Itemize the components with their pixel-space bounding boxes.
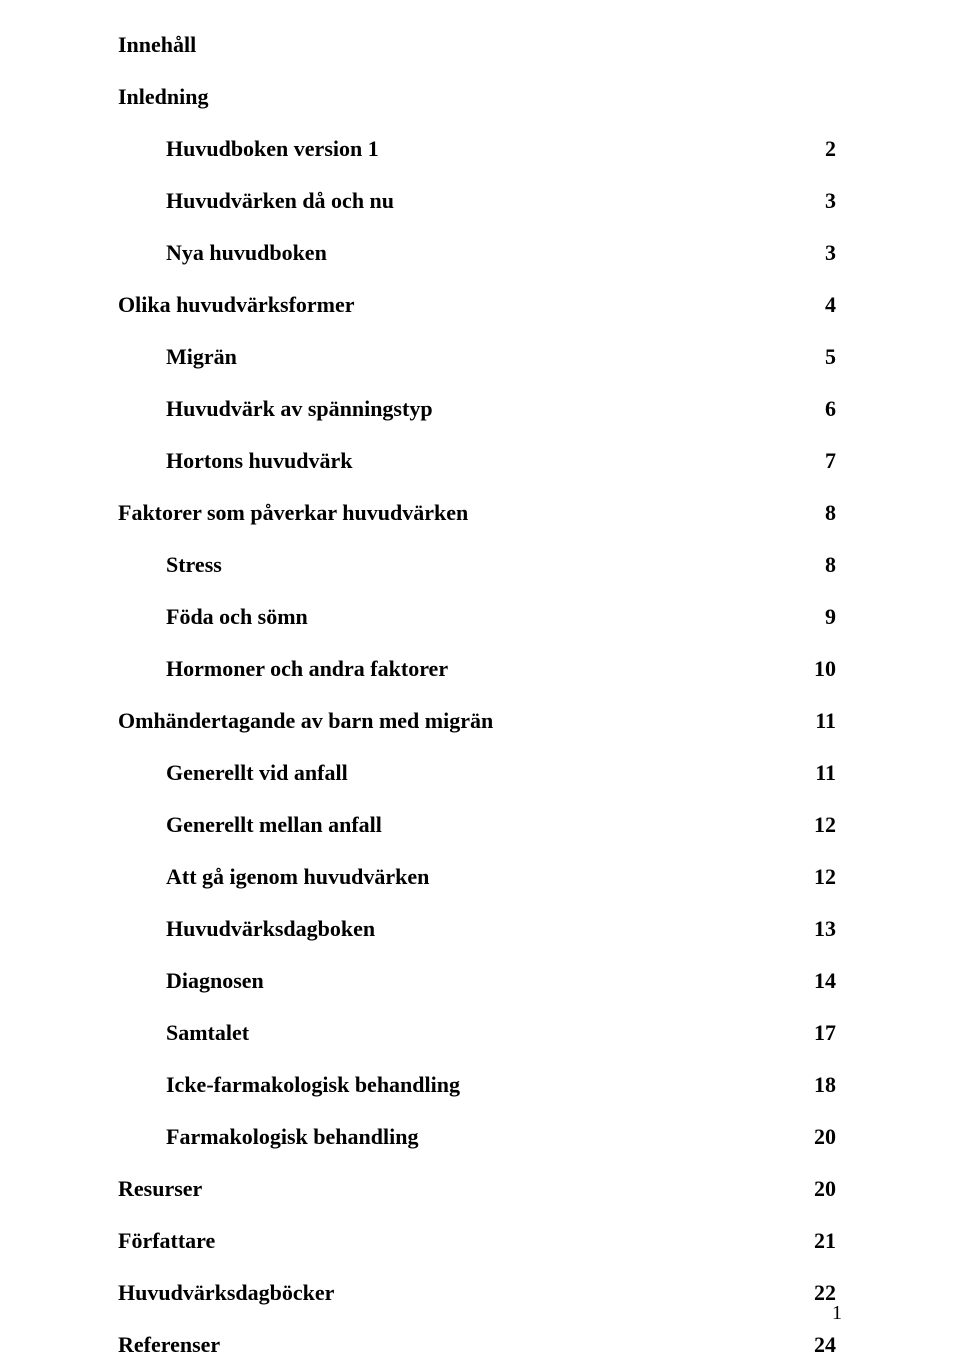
toc-row: Huvudboken version 12 bbox=[166, 138, 842, 160]
toc-row: Hormoner och andra faktorer10 bbox=[166, 658, 842, 680]
toc-entry-page: 17 bbox=[782, 1022, 842, 1044]
toc-entry-label: Huvudvärk av spänningstyp bbox=[166, 398, 782, 420]
toc-entry-label: Samtalet bbox=[166, 1022, 782, 1044]
toc-row: Faktorer som påverkar huvudvärken8 bbox=[118, 502, 842, 524]
toc-entry-page: 8 bbox=[782, 554, 842, 576]
toc-entry-page: 11 bbox=[782, 762, 842, 784]
toc-entry-page: 20 bbox=[782, 1126, 842, 1148]
toc-entry-page: 12 bbox=[782, 814, 842, 836]
toc-row: Farmakologisk behandling20 bbox=[166, 1126, 842, 1148]
toc-entry-page: 2 bbox=[782, 138, 842, 160]
toc-entry-label: Inledning bbox=[118, 86, 842, 108]
toc-entry-page: 10 bbox=[782, 658, 842, 680]
toc-entry-page: 9 bbox=[782, 606, 842, 628]
toc-entry-label: Diagnosen bbox=[166, 970, 782, 992]
toc-row: Referenser24 bbox=[118, 1334, 842, 1356]
toc-title-row: Innehåll bbox=[118, 34, 842, 56]
toc-entry-page: 7 bbox=[782, 450, 842, 472]
toc-entry-label: Nya huvudboken bbox=[166, 242, 782, 264]
toc-entry-label: Migrän bbox=[166, 346, 782, 368]
toc-entry-label: Författare bbox=[118, 1230, 782, 1252]
toc-entry-label: Hormoner och andra faktorer bbox=[166, 658, 782, 680]
toc-entry-page: 3 bbox=[782, 190, 842, 212]
toc-entry-label: Huvudvärksdagboken bbox=[166, 918, 782, 940]
toc-entry-label: Generellt mellan anfall bbox=[166, 814, 782, 836]
footer-page-number: 1 bbox=[832, 1302, 842, 1325]
toc-entry-label: Huvudboken version 1 bbox=[166, 138, 782, 160]
toc-entry-page: 3 bbox=[782, 242, 842, 264]
toc-entry-label: Generellt vid anfall bbox=[166, 762, 782, 784]
toc-row: Migrän5 bbox=[166, 346, 842, 368]
toc-entry-page: 11 bbox=[782, 710, 842, 732]
toc-entry-label: Föda och sömn bbox=[166, 606, 782, 628]
toc-row: Huvudvärksdagböcker22 bbox=[118, 1282, 842, 1304]
toc-entry-page: 24 bbox=[782, 1334, 842, 1356]
toc-entry-label: Icke-farmakologisk behandling bbox=[166, 1074, 782, 1096]
toc-entry-page: 6 bbox=[782, 398, 842, 420]
toc-row: Hortons huvudvärk7 bbox=[166, 450, 842, 472]
toc-entry-page: 14 bbox=[782, 970, 842, 992]
toc-entry-page: 21 bbox=[782, 1230, 842, 1252]
toc-entry-label: Att gå igenom huvudvärken bbox=[166, 866, 782, 888]
toc-entry-label: Omhändertagande av barn med migrän bbox=[118, 710, 782, 732]
toc-entry-label: Referenser bbox=[118, 1334, 782, 1356]
page-container: Innehåll InledningHuvudboken version 12H… bbox=[0, 0, 960, 1356]
toc-row: Olika huvudvärksformer4 bbox=[118, 294, 842, 316]
toc-row: Inledning bbox=[118, 86, 842, 108]
toc-row: Stress8 bbox=[166, 554, 842, 576]
toc-entry-label: Faktorer som påverkar huvudvärken bbox=[118, 502, 782, 524]
toc-row: Icke-farmakologisk behandling18 bbox=[166, 1074, 842, 1096]
toc-row: Samtalet17 bbox=[166, 1022, 842, 1044]
toc-row: Huvudvärksdagboken13 bbox=[166, 918, 842, 940]
toc-entry-page: 22 bbox=[782, 1282, 842, 1304]
toc-row: Föda och sömn9 bbox=[166, 606, 842, 628]
toc-entry-label: Hortons huvudvärk bbox=[166, 450, 782, 472]
toc-row: Huvudvärk av spänningstyp6 bbox=[166, 398, 842, 420]
toc-entry-label: Huvudvärksdagböcker bbox=[118, 1282, 782, 1304]
toc-entry-page: 20 bbox=[782, 1178, 842, 1200]
toc-entry-label: Olika huvudvärksformer bbox=[118, 294, 782, 316]
toc-entry-page: 8 bbox=[782, 502, 842, 524]
toc-entry-page: 13 bbox=[782, 918, 842, 940]
toc-entry-page: 4 bbox=[782, 294, 842, 316]
toc-row: Omhändertagande av barn med migrän11 bbox=[118, 710, 842, 732]
toc-title: Innehåll bbox=[118, 34, 842, 56]
toc-entry-page: 5 bbox=[782, 346, 842, 368]
toc-list: Inledning Huvudboken version 12 Huvudvärke… bbox=[118, 86, 842, 1356]
toc-entry-page: 18 bbox=[782, 1074, 842, 1096]
toc-entry-label: Resurser bbox=[118, 1178, 782, 1200]
toc-row: Huvudvärken då och nu3 bbox=[166, 190, 842, 212]
toc-row: Resurser20 bbox=[118, 1178, 842, 1200]
toc-entry-label: Stress bbox=[166, 554, 782, 576]
toc-row: Generellt mellan anfall12 bbox=[166, 814, 842, 836]
toc-entry-page: 12 bbox=[782, 866, 842, 888]
toc-row: Diagnosen14 bbox=[166, 970, 842, 992]
toc-entry-label: Farmakologisk behandling bbox=[166, 1126, 782, 1148]
toc-entry-label: Huvudvärken då och nu bbox=[166, 190, 782, 212]
toc-row: Nya huvudboken3 bbox=[166, 242, 842, 264]
toc-row: Generellt vid anfall11 bbox=[166, 762, 842, 784]
toc-row: Att gå igenom huvudvärken12 bbox=[166, 866, 842, 888]
toc-row: Författare21 bbox=[118, 1230, 842, 1252]
